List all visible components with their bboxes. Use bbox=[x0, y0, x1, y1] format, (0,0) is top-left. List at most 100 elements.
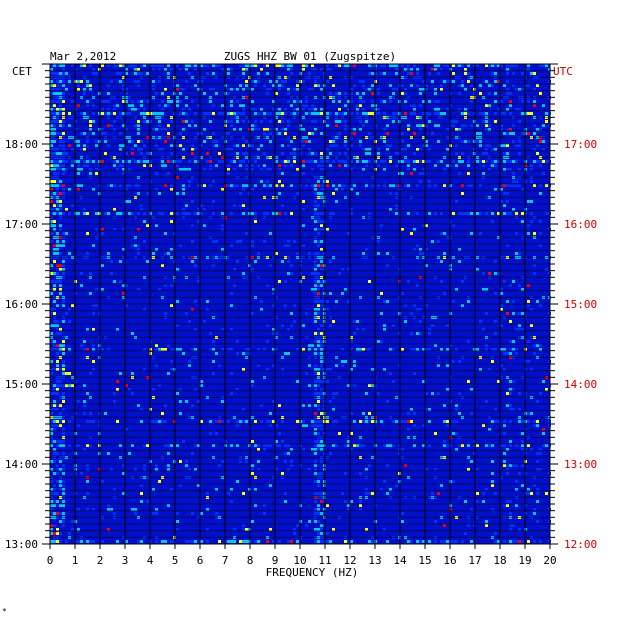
spectrogram-cell bbox=[188, 184, 191, 187]
spectrogram-cell bbox=[314, 108, 317, 111]
spectrogram-cell bbox=[314, 404, 317, 407]
spectrogram-cell bbox=[56, 188, 59, 191]
spectrogram-cell bbox=[401, 132, 404, 135]
spectrogram-cell bbox=[62, 520, 65, 523]
spectrogram-cell bbox=[350, 92, 353, 95]
spectrogram-cell bbox=[287, 100, 290, 103]
spectrogram-cell bbox=[383, 64, 386, 67]
spectrogram-cell bbox=[461, 124, 464, 127]
spectrogram-cell bbox=[50, 240, 53, 243]
spectrogram-cell bbox=[512, 312, 515, 315]
spectrogram-cell bbox=[200, 204, 203, 207]
spectrogram-cell bbox=[539, 348, 542, 351]
spectrogram-cell bbox=[56, 272, 59, 275]
spectrogram-cell bbox=[305, 140, 308, 143]
spectrogram-cell bbox=[200, 64, 203, 67]
spectrogram-cell bbox=[326, 184, 329, 187]
spectrogram-cell bbox=[230, 372, 233, 375]
spectrogram-cell bbox=[56, 332, 59, 335]
spectrogram-cell bbox=[53, 100, 56, 103]
spectrogram-cell bbox=[434, 108, 437, 111]
spectrogram-cell bbox=[377, 112, 380, 115]
spectrogram-cell bbox=[263, 112, 266, 115]
spectrogram-cell bbox=[290, 324, 293, 327]
spectrogram-cell bbox=[101, 112, 104, 115]
spectrogram-cell bbox=[83, 160, 86, 163]
spectrogram-cell bbox=[227, 72, 230, 75]
spectrogram-cell bbox=[290, 464, 293, 467]
spectrogram-cell bbox=[509, 440, 512, 443]
spectrogram-cell bbox=[122, 472, 125, 475]
spectrogram-cell bbox=[170, 68, 173, 71]
spectrogram-cell bbox=[134, 72, 137, 75]
spectrogram-cell bbox=[410, 172, 413, 175]
spectrogram-cell bbox=[62, 352, 65, 355]
spectrogram-cell bbox=[470, 460, 473, 463]
spectrogram-cell bbox=[200, 144, 203, 147]
spectrogram-cell bbox=[290, 184, 293, 187]
spectrogram-cell bbox=[506, 500, 509, 503]
spectrogram-cell bbox=[278, 432, 281, 435]
spectrogram-cell bbox=[62, 100, 65, 103]
chart-date: Mar 2,2012 bbox=[50, 50, 116, 63]
spectrogram-cell bbox=[314, 384, 317, 387]
spectrogram-cell bbox=[155, 128, 158, 131]
spectrogram-cell bbox=[515, 444, 518, 447]
spectrogram-cell bbox=[242, 420, 245, 423]
spectrogram-cell bbox=[56, 84, 59, 87]
spectrogram-cell bbox=[332, 84, 335, 87]
spectrogram-cell bbox=[527, 112, 530, 115]
spectrogram-cell bbox=[143, 348, 146, 351]
spectrogram-cell bbox=[311, 160, 314, 163]
spectrogram-cell bbox=[50, 124, 53, 127]
spectrogram-cell bbox=[482, 164, 485, 167]
spectrogram-cell bbox=[188, 180, 191, 183]
spectrogram-cell bbox=[269, 412, 272, 415]
spectrogram-cell bbox=[521, 112, 524, 115]
spectrogram-cell bbox=[533, 540, 536, 543]
spectrogram-cell bbox=[62, 168, 65, 171]
spectrogram-cell bbox=[50, 64, 53, 67]
spectrogram-cell bbox=[461, 540, 464, 543]
spectrogram-cell bbox=[191, 348, 194, 351]
spectrogram-cell bbox=[314, 80, 317, 83]
spectrogram-cell bbox=[290, 152, 293, 155]
spectrogram-cell bbox=[356, 160, 359, 163]
spectrogram-cell bbox=[140, 100, 143, 103]
spectrogram-cell bbox=[545, 492, 548, 495]
spectrogram-cell bbox=[482, 500, 485, 503]
spectrogram-cell bbox=[338, 152, 341, 155]
spectrogram-cell bbox=[491, 348, 494, 351]
spectrogram-cell bbox=[362, 444, 365, 447]
spectrogram-cell bbox=[56, 80, 59, 83]
spectrogram-cell bbox=[497, 64, 500, 67]
spectrogram-cell bbox=[131, 104, 134, 107]
spectrogram-cell bbox=[86, 232, 89, 235]
spectrogram-cell bbox=[164, 88, 167, 91]
spectrogram-cell bbox=[386, 464, 389, 467]
spectrogram-cell bbox=[305, 424, 308, 427]
spectrogram-cell bbox=[104, 212, 107, 215]
spectrogram-cell bbox=[329, 292, 332, 295]
spectrogram-cell bbox=[422, 100, 425, 103]
spectrogram-cell bbox=[386, 144, 389, 147]
spectrogram-cell bbox=[314, 308, 317, 311]
spectrogram-cell bbox=[143, 220, 146, 223]
spectrogram-cell bbox=[182, 352, 185, 355]
spectrogram-cell bbox=[221, 188, 224, 191]
spectrogram-cell bbox=[317, 220, 320, 223]
spectrogram-cell bbox=[362, 252, 365, 255]
spectrogram-cell bbox=[164, 252, 167, 255]
spectrogram-cell bbox=[140, 160, 143, 163]
spectrogram-cell bbox=[287, 468, 290, 471]
spectrogram-cell bbox=[317, 368, 320, 371]
spectrogram-cell bbox=[353, 320, 356, 323]
spectrogram-cell bbox=[50, 532, 53, 535]
spectrogram-cell bbox=[317, 404, 320, 407]
spectrogram-cell bbox=[470, 508, 473, 511]
spectrogram-cell bbox=[194, 264, 197, 267]
spectrogram-cell bbox=[62, 120, 65, 123]
spectrogram-cell bbox=[56, 444, 59, 447]
spectrogram-cell bbox=[536, 152, 539, 155]
spectrogram-cell bbox=[479, 184, 482, 187]
